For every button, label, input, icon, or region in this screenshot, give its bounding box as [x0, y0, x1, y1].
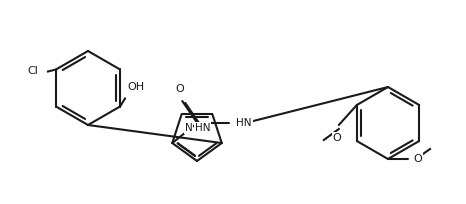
- Text: N: N: [185, 123, 192, 133]
- Text: HN: HN: [236, 118, 252, 128]
- Text: O: O: [332, 133, 341, 143]
- Text: O: O: [175, 84, 184, 94]
- Text: Cl: Cl: [27, 67, 38, 76]
- Text: O: O: [413, 154, 422, 164]
- Text: HN: HN: [195, 123, 210, 133]
- Text: OH: OH: [127, 82, 144, 92]
